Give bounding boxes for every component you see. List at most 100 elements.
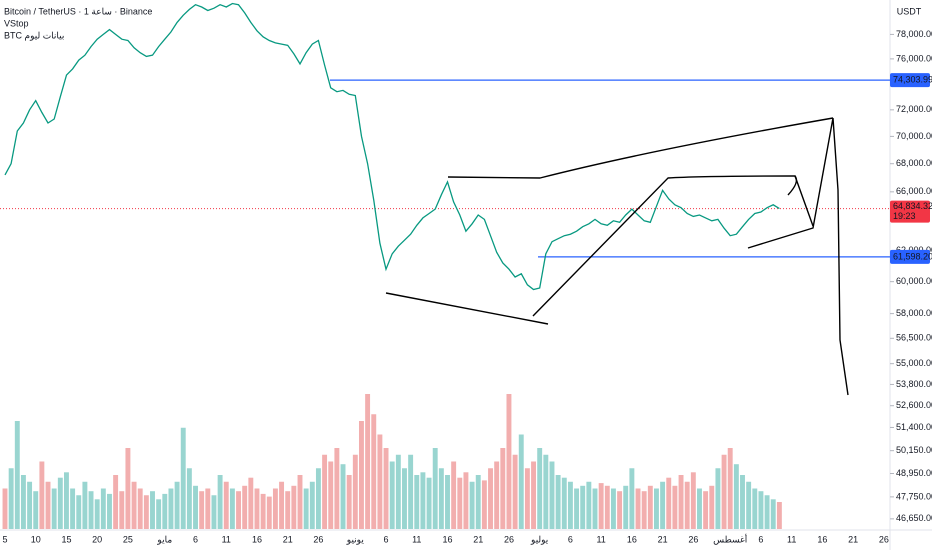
volume-bar — [617, 491, 623, 529]
last-price-box — [890, 200, 930, 223]
x-tick-label: 16 — [627, 534, 637, 544]
volume-bar — [690, 472, 696, 529]
volume-bar — [654, 488, 659, 529]
price-line — [4, 2, 780, 291]
volume-bar — [740, 475, 745, 529]
volume-bar — [64, 472, 69, 529]
volume-bar — [113, 475, 119, 529]
volume-bar — [408, 454, 414, 529]
volume-bar — [131, 481, 137, 529]
y-tick-label: 58,000.00 — [896, 308, 932, 318]
x-tick-label: 10 — [31, 534, 41, 544]
volume-bar — [586, 481, 592, 529]
level-label: 74,303.99 — [893, 75, 932, 85]
volume-bar — [678, 475, 684, 529]
volume-bar — [174, 481, 180, 529]
x-tick-label: 21 — [283, 534, 293, 544]
y-tick-label: 68,000.00 — [896, 158, 932, 168]
x-tick-label: 21 — [473, 534, 483, 544]
y-tick-label: 60,000.00 — [896, 276, 932, 286]
volume-bar — [635, 488, 641, 529]
volume-bar — [94, 499, 100, 529]
volume-bar — [57, 477, 63, 529]
volume-bar — [217, 475, 223, 529]
volume-bar — [389, 461, 395, 529]
volume-bar — [463, 472, 469, 529]
volume-bar — [260, 493, 266, 529]
x-tick-label: 16 — [817, 534, 827, 544]
volume-bar — [315, 468, 321, 529]
volume-bar — [383, 448, 389, 529]
volume-bar — [334, 448, 340, 529]
volume-bar — [156, 499, 162, 529]
volume-bar — [549, 461, 555, 529]
volume-bar — [703, 491, 709, 529]
volume-bar — [248, 477, 254, 529]
y-tick-label: 55,000.00 — [896, 358, 932, 368]
volume-bar — [82, 481, 88, 529]
last-price-label: 64,834.32 — [893, 201, 932, 211]
volume-bar — [555, 475, 561, 529]
volume-bar — [623, 485, 629, 529]
volume-bar — [322, 454, 328, 529]
volume-bar — [279, 481, 285, 529]
volume-bar — [125, 448, 131, 529]
volume-bar — [20, 475, 26, 529]
volume-bar — [371, 414, 377, 529]
volume-bar — [45, 481, 51, 529]
volume-bar — [684, 481, 690, 529]
x-tick-label: 21 — [848, 534, 858, 544]
volume-bar — [346, 475, 352, 529]
x-tick-label: 16 — [442, 534, 452, 544]
volume-bar — [199, 491, 205, 529]
x-tick-label: 11 — [787, 534, 796, 544]
source-note: BTC بيانات ليوم — [4, 30, 64, 41]
volume-bar — [352, 454, 358, 529]
volume-bar — [543, 454, 549, 529]
volume-bar — [402, 468, 407, 529]
drawing-line — [385, 292, 549, 325]
volume-bar — [365, 394, 371, 529]
volume-bar — [426, 477, 432, 529]
volume-bar — [420, 472, 426, 529]
volume-bar — [205, 488, 211, 529]
volume-bar — [721, 454, 727, 529]
volume-bar — [285, 491, 291, 529]
volume-bar — [518, 434, 524, 529]
volume-bar — [303, 488, 309, 529]
volume-bar — [604, 485, 610, 529]
volume-bar — [770, 499, 776, 529]
y-tick-label: 76,000.00 — [896, 53, 932, 63]
volume-bar — [272, 488, 278, 529]
volume-bar — [143, 495, 149, 529]
volume-bar — [70, 488, 76, 529]
volume-bar — [445, 475, 450, 529]
volume-bar — [168, 488, 174, 529]
volume-bar — [598, 483, 604, 529]
y-tick-label: 56,500.00 — [896, 333, 932, 343]
volume-bar — [758, 491, 764, 529]
volume-bar — [88, 491, 94, 529]
volume-bar — [629, 468, 635, 529]
volume-bar — [150, 491, 155, 529]
x-tick-label: أغسطس — [713, 532, 747, 545]
volume-bar — [697, 488, 702, 529]
volume-bar — [162, 493, 168, 529]
indicator-label: VStop — [4, 18, 29, 28]
y-tick-label: 47,750.00 — [896, 491, 932, 501]
drawing-line — [447, 117, 834, 179]
volume-bar — [481, 480, 487, 529]
volume-bar — [709, 485, 715, 529]
volume-bar — [561, 477, 567, 529]
volume-bar — [438, 468, 444, 529]
volume-bar — [39, 461, 45, 529]
volume-bar — [33, 491, 39, 529]
volume-bar — [660, 481, 666, 529]
x-tick-label: 6 — [193, 534, 198, 544]
volume-bar — [242, 485, 248, 529]
x-tick-label: 20 — [92, 534, 102, 544]
x-tick-label: 26 — [688, 534, 698, 544]
volume-bar — [531, 461, 536, 529]
